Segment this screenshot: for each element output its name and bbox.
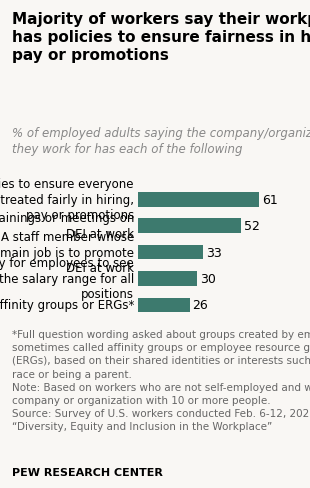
Text: *Full question wording asked about groups created by employees,
sometimes called: *Full question wording asked about group… xyxy=(12,329,310,431)
Text: Trainings or meetings on
DEI at work: Trainings or meetings on DEI at work xyxy=(0,212,134,241)
Text: 26: 26 xyxy=(193,299,208,312)
Text: PEW RESEARCH CENTER: PEW RESEARCH CENTER xyxy=(12,468,163,477)
Text: 30: 30 xyxy=(201,272,216,285)
Bar xyxy=(138,219,241,233)
Bar xyxy=(138,245,203,260)
Text: A way for employees to see
the salary range for all
positions: A way for employees to see the salary ra… xyxy=(0,257,134,301)
Text: Policies to ensure everyone
is treated fairly in hiring,
pay or promotions: Policies to ensure everyone is treated f… xyxy=(0,178,134,222)
Bar xyxy=(138,193,259,207)
Text: Affinity groups or ERGs*: Affinity groups or ERGs* xyxy=(0,299,134,312)
Text: % of employed adults saying the company/organization
they work for has each of t: % of employed adults saying the company/… xyxy=(12,127,310,156)
Text: 61: 61 xyxy=(262,193,278,206)
Bar xyxy=(138,298,189,312)
Text: Majority of workers say their workplace
has policies to ensure fairness in hirin: Majority of workers say their workplace … xyxy=(12,12,310,63)
Text: 52: 52 xyxy=(244,220,260,233)
Bar xyxy=(138,272,197,286)
Text: 33: 33 xyxy=(206,246,222,259)
Text: A staff member whose
main job is to promote
DEI at work: A staff member whose main job is to prom… xyxy=(0,231,134,274)
